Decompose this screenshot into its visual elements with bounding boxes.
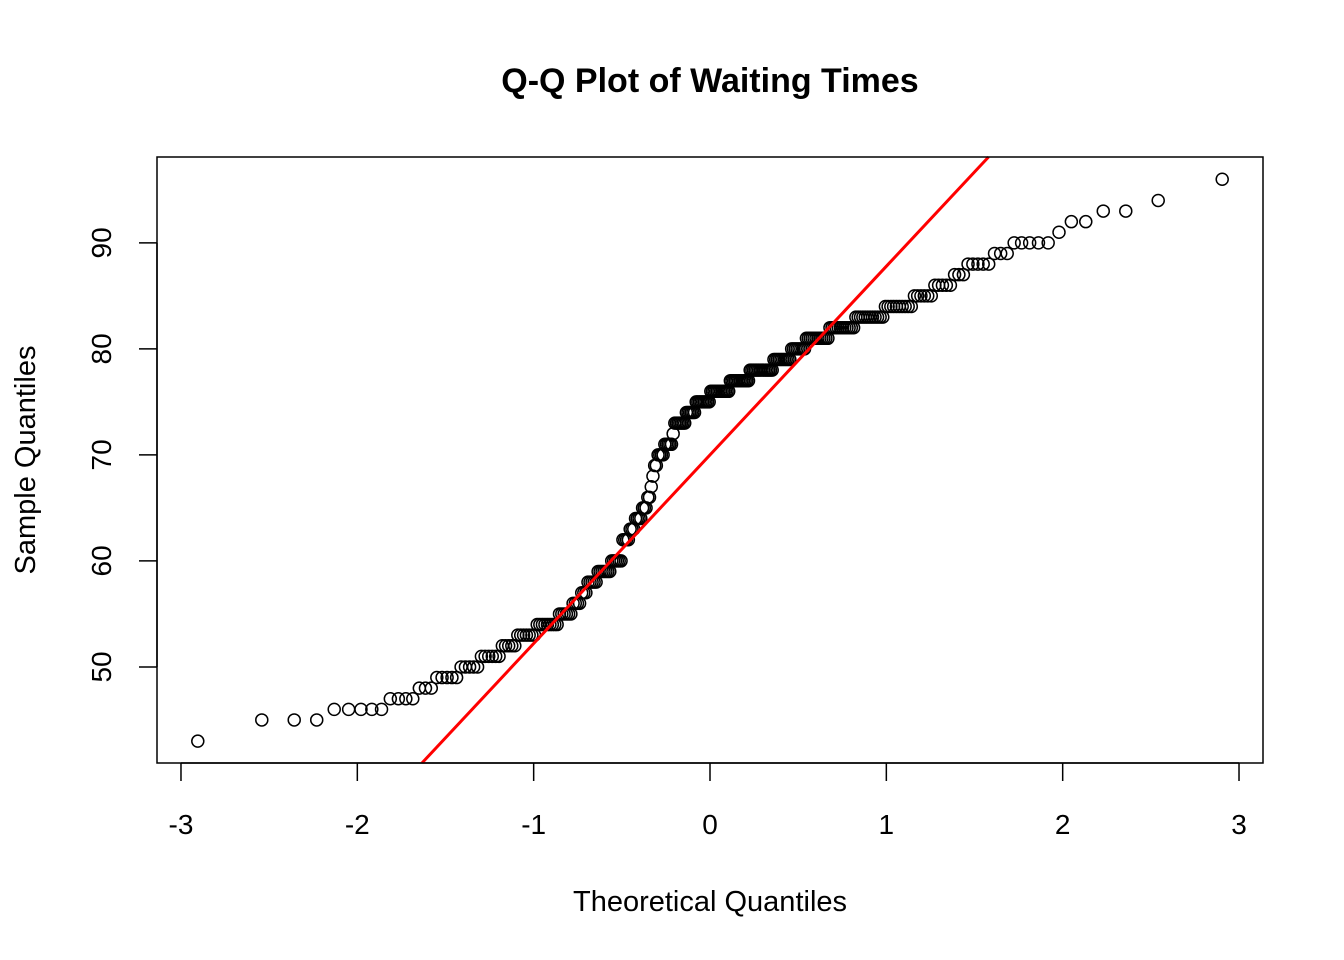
data-point (642, 490, 657, 505)
data-point (664, 437, 679, 452)
data-point (374, 702, 389, 717)
y-axis-label: Sample Quantiles (10, 346, 42, 575)
chart-title: Q-Q Plot of Waiting Times (501, 62, 918, 100)
data-point (430, 670, 444, 685)
data-point (440, 670, 454, 685)
data-point (462, 660, 477, 674)
data-point (354, 702, 368, 717)
data-point (1052, 225, 1066, 240)
data-point (920, 289, 935, 303)
data-point (481, 649, 496, 664)
data-point (917, 289, 932, 303)
data-point (445, 670, 459, 685)
data-point (961, 257, 975, 271)
data-point (981, 257, 996, 271)
data-point (474, 649, 489, 664)
data-point (488, 649, 503, 664)
data-point (1031, 236, 1046, 250)
data-point (947, 267, 962, 282)
data-point (191, 734, 205, 748)
data-point (1000, 246, 1014, 261)
data-point (614, 554, 628, 568)
y-tick-label: 70 (86, 439, 117, 470)
x-axis-label: Theoretical Quantiles (573, 886, 847, 918)
data-point (1119, 204, 1133, 218)
reference-line-group (420, 155, 990, 765)
data-point (1007, 236, 1021, 250)
data-point (466, 660, 481, 674)
data-point (935, 278, 950, 293)
data-point (383, 692, 398, 706)
x-tick-label: 0 (702, 809, 718, 840)
y-tick-label: 80 (86, 333, 117, 364)
data-point (1041, 236, 1055, 250)
data-point (966, 257, 980, 271)
data-point (478, 649, 492, 664)
data-point (1215, 172, 1229, 187)
data-point (1079, 214, 1093, 229)
sample-points (191, 172, 1229, 748)
data-point (907, 289, 922, 303)
x-tick-label: 3 (1231, 809, 1247, 840)
data-point (365, 702, 379, 717)
x-tick-label: -1 (521, 809, 546, 840)
data-point (287, 713, 301, 727)
data-point (644, 479, 658, 494)
data-point (1064, 214, 1079, 229)
y-tick-label: 60 (86, 545, 117, 576)
data-point (406, 692, 420, 706)
data-point (952, 267, 966, 282)
data-point (485, 649, 500, 664)
y-axis: 50 60 70 80 90 (86, 227, 158, 683)
x-tick-label: -3 (169, 809, 194, 840)
data-point (993, 246, 1008, 261)
x-axis: -3 -2 -1 0 1 2 3 (169, 762, 1247, 840)
data-point (341, 702, 356, 717)
data-point (498, 638, 513, 653)
x-tick-label: 2 (1055, 809, 1071, 840)
data-point (435, 670, 449, 685)
data-point (914, 289, 928, 303)
data-point (910, 289, 925, 303)
qq-reference-line (420, 155, 990, 765)
data-point (939, 278, 954, 293)
data-point (399, 692, 413, 706)
data-point (1096, 204, 1111, 218)
x-tick-label: 1 (879, 809, 895, 840)
data-point (327, 702, 341, 717)
data-point (1022, 236, 1037, 250)
y-tick-label: 90 (86, 227, 117, 258)
data-point (976, 257, 990, 271)
data-point (1014, 236, 1029, 250)
data-point (1151, 193, 1165, 208)
data-point (391, 692, 406, 706)
data-point (424, 681, 439, 695)
data-point (309, 713, 324, 727)
data-point (418, 681, 433, 695)
y-tick-label: 50 (86, 651, 117, 682)
x-tick-label: -2 (345, 809, 370, 840)
data-point (255, 713, 269, 727)
data-point (971, 257, 985, 271)
plot-frame (156, 156, 1264, 764)
